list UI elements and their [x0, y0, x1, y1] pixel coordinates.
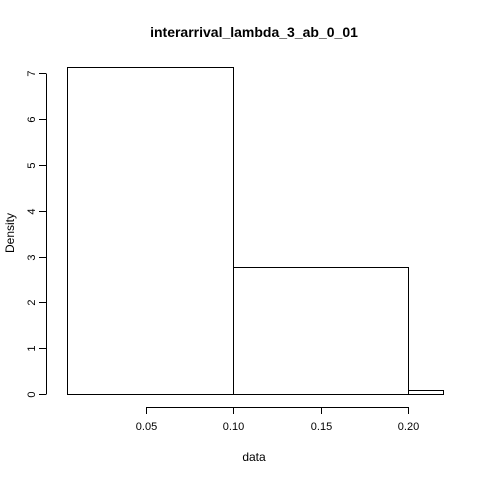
histogram-bar-1: [67, 67, 234, 395]
y-tick-label: 7: [26, 70, 38, 76]
y-tick-label: 1: [26, 345, 38, 351]
chart-title: interarrival_lambda_3_ab_0_01: [150, 24, 358, 40]
y-tick-label: 5: [26, 162, 38, 168]
x-axis: 0.05 0.10 0.15 0.20: [136, 407, 419, 433]
x-tick-label: 0.10: [223, 421, 244, 433]
x-axis-label: data: [242, 450, 266, 464]
y-tick-label: 0: [26, 391, 38, 397]
y-tick-label: 6: [26, 116, 38, 122]
x-tick-label: 0.15: [311, 421, 332, 433]
histogram-bar-2: [233, 267, 409, 395]
bars-layer: [67, 67, 444, 395]
y-tick-label: 3: [26, 254, 38, 260]
y-tick-label: 4: [26, 208, 38, 214]
x-tick-label: 0.20: [398, 421, 419, 433]
y-axis: 0 1 2 3 4 5 6 7: [26, 70, 47, 398]
histogram-bar-3: [408, 390, 444, 395]
x-tick-label: 0.05: [136, 421, 157, 433]
y-axis-label: Density: [3, 213, 17, 253]
y-tick-label: 2: [26, 299, 38, 305]
